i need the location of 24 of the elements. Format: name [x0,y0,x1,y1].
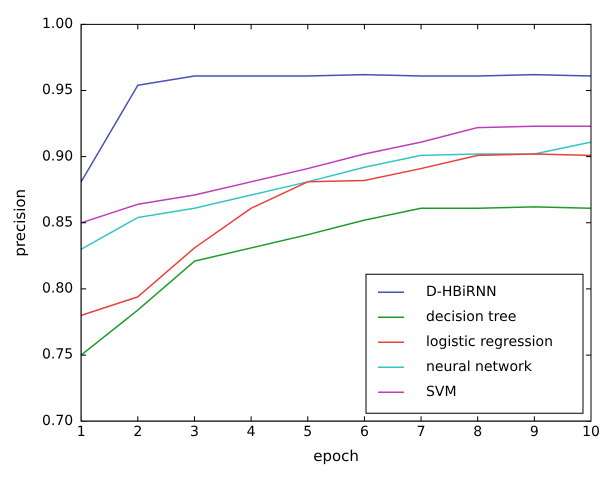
legend-label: decision tree [426,308,516,325]
x-tick-label: 5 [303,424,312,440]
x-axis-title: epoch [313,446,359,465]
y-axis-title: precision [10,188,29,257]
x-tick-label: 4 [246,424,256,440]
y-tick-label: 0.90 [42,148,74,164]
y-tick-label: 0.70 [42,412,74,429]
x-tick-label: 1 [76,424,86,440]
x-tick-label: 10 [582,424,600,440]
x-tick-label: 7 [416,424,426,440]
y-tick-label: 0.95 [42,82,74,98]
x-tick-label: 6 [360,424,369,440]
legend-label: neural network [426,358,533,375]
x-tick-label: 3 [190,424,199,440]
x-tick-label: 2 [133,424,142,440]
y-tick-label: 0.75 [42,346,74,363]
legend-label: D-HBiRNN [426,284,497,300]
y-tick-label: 0.80 [42,280,74,297]
legend-label: SVM [426,384,457,400]
x-tick-label: 9 [530,424,539,440]
x-tick-label: 8 [473,424,482,440]
legend-label: logistic regression [426,334,554,350]
y-tick-label: 0.85 [42,214,74,230]
y-tick-label: 1.00 [42,16,74,32]
